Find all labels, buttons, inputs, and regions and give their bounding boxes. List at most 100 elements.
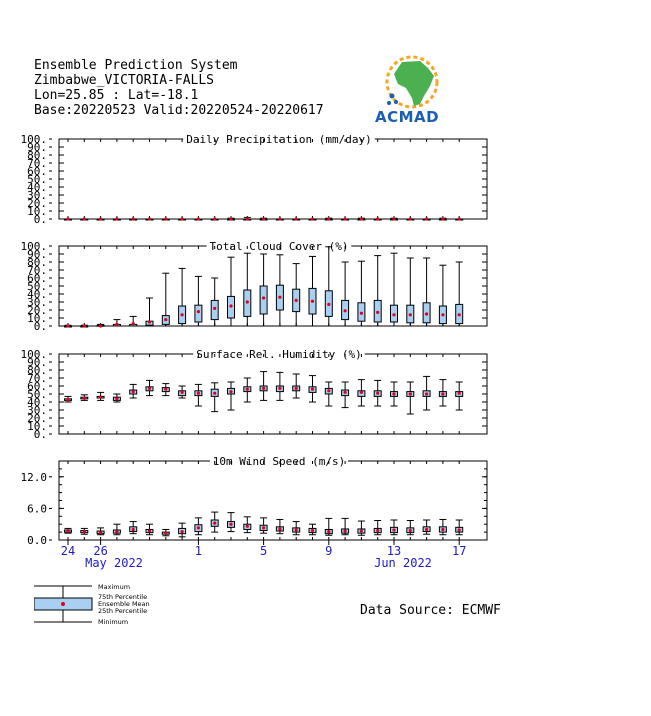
mean-point [376,310,380,314]
mean-point [196,526,200,530]
y-tick-label: 90. [27,248,47,261]
panel-title: Daily Precipitation (mm/day) [186,133,371,146]
x-tick-label: 1 [195,544,202,558]
mean-point [131,527,135,532]
mean-point [441,527,445,532]
mean-point [180,390,184,394]
mean-point [310,217,315,221]
mean-point [180,217,184,221]
mean-point [229,217,233,221]
panel-title: 10m Wind Speed (m/s) [213,455,345,468]
mean-point [196,391,200,395]
data-source: Data Source: ECMWF [360,603,501,618]
legend-mean: Ensemble Mean [98,600,150,608]
mean-point [147,320,152,324]
panel-title: Total Cloud Cover (%) [209,240,348,253]
mean-point [131,217,135,221]
mean-point [164,531,168,535]
mean-point [229,304,233,308]
month-label-may: May 2022 [85,556,143,570]
mean-point [82,324,86,328]
mean-point [359,529,363,533]
mean-point [457,313,461,317]
y-tick-label: 20. [27,304,47,317]
mean-point [327,217,331,221]
mean-point [425,527,429,532]
mean-point [327,529,331,534]
mean-point [278,386,282,390]
y-tick-label: 10. [27,420,47,433]
y-tick-label: 60. [27,165,47,178]
legend-p75: 75th Percentile [98,593,147,601]
mean-point [425,312,429,316]
panel-frame [58,138,488,220]
mean-point [376,217,380,221]
mean-point [245,300,249,304]
location-name: Zimbabwe_VICTORIA-FALLS [34,73,215,88]
y-tick-label: 70. [27,372,47,385]
y-tick-label: 0. [34,428,47,441]
y-tick-label: 40. [27,288,47,301]
y-tick-label: 40. [27,396,47,409]
mean-point [213,217,217,221]
y-tick-label: 30. [27,189,47,202]
legend-p25: 25th Percentile [98,607,147,615]
mean-point [164,318,168,322]
y-tick-label: 60. [27,272,47,285]
mean-point [343,309,347,313]
mean-point [310,387,315,391]
mean-point [278,217,282,221]
mean-point [359,390,363,394]
legend-maximum: Maximum [98,583,130,591]
mean-point [245,217,249,221]
mean-point [131,322,135,326]
mean-point [66,217,70,221]
x-tick-label: 9 [325,544,332,558]
mean-point [147,217,152,221]
mean-point [343,217,347,221]
mean-point [457,217,461,221]
y-tick-label: 60. [27,380,47,393]
mean-point [408,313,412,317]
mean-point [245,524,249,528]
y-tick-label: 30. [27,404,47,417]
mean-point [408,217,412,221]
mean-point [262,526,266,530]
mean-point [294,298,298,302]
x-tick-label: 24 [61,544,75,558]
mean-point [327,302,331,306]
mean-point [310,528,315,533]
iqr-box [210,299,219,321]
mean-point [66,324,70,328]
y-tick-label: 0. [34,213,47,226]
y-tick-label: 20. [27,197,47,210]
mean-point [82,396,86,400]
mean-point [180,313,184,317]
mean-point [115,217,119,221]
mean-point [327,389,331,393]
mean-point [408,528,412,533]
iqr-box [259,285,268,315]
mean-point [278,527,282,531]
acmad-logo-text: ACMAD [375,108,440,126]
mean-point [457,528,461,532]
base-valid-dates: Base:20220523 Valid:20220524-20220617 [34,103,324,118]
mean-point [310,299,315,303]
mean-point [229,390,233,394]
mean-point [99,531,103,535]
y-tick-label: 90. [27,141,47,154]
mean-point [164,387,168,391]
mean-point [245,387,249,391]
mean-point [376,391,380,395]
mean-point [425,392,429,396]
x-tick-label: 13 [387,544,401,558]
mean-point [441,392,445,396]
mean-point [131,390,135,394]
mean-point [147,529,152,533]
mean-point [164,217,168,221]
y-tick-label: 10. [27,205,47,218]
mean-point [115,529,119,534]
mean-point [441,217,445,221]
mean-point [213,306,217,310]
